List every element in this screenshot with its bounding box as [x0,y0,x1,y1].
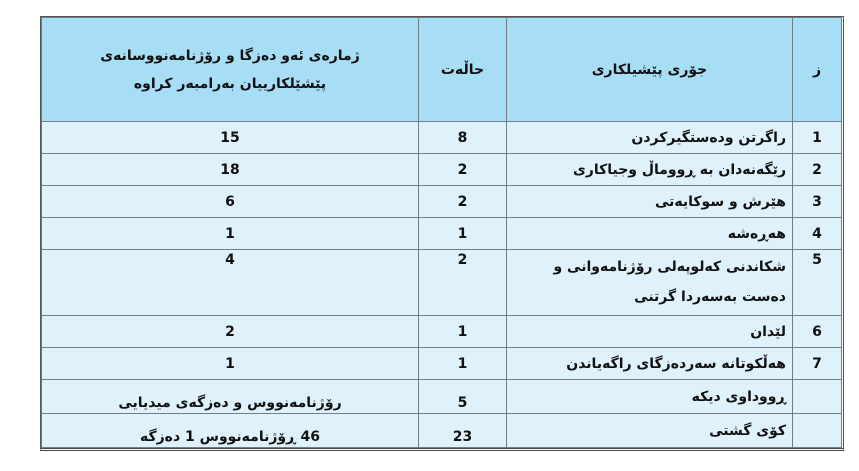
violations-table-container: ز جۆری پێشیلکاری حاڵەت ژمارەی ئەو دەزگا … [40,16,844,451]
cell-count: 6 [41,185,419,218]
table-row: 1 راگرتن ودەستگیرکردن 8 15 [41,121,842,154]
header-cases: حاڵەت [418,17,507,122]
violations-table: ز جۆری پێشیلکاری حاڵەت ژمارەی ئەو دەزگا … [41,17,842,448]
cell-type: هەڕەشە [506,217,793,250]
cell-cases: 8 [418,121,507,154]
cell-type: هەڵکوتانە سەردەزگای راگەیاندن [506,347,793,380]
header-count: ژمارەی ئەو دەزگا و رۆژنامەنووسانەی پێشێل… [41,17,419,122]
cell-type: راگرتن ودەستگیرکردن [506,121,793,154]
cell-index: 1 [792,121,842,154]
cell-count: 2 [41,315,419,348]
cell-cases: 1 [418,217,507,250]
cell-index: 7 [792,347,842,380]
cell-type: رێگەنەدان بە ڕووماڵ وجیاکاری [506,153,793,186]
cell-cases: 2 [418,185,507,218]
cell-type: ڕووداوی دیکە [506,379,793,414]
cell-cases: 2 [418,153,507,186]
header-type: جۆری پێشیلکاری [506,17,793,122]
cell-count: 1 [41,347,419,380]
cell-index: 6 [792,315,842,348]
table-row: ڕووداوی دیکە 5 رۆژنامەنووس و دەزگەی میدیای… [41,379,842,414]
cell-count: 18 [41,153,419,186]
cell-cases: 1 [418,347,507,380]
cell-count: 1 [41,217,419,250]
cell-index: 3 [792,185,842,218]
cell-index: 4 [792,217,842,250]
cell-type: لێدان [506,315,793,348]
cell-type: کۆی گشتی [506,413,793,448]
header-row: ز جۆری پێشیلکاری حاڵەت ژمارەی ئەو دەزگا … [41,17,842,122]
cell-cases: 5 [418,379,507,414]
cell-index: 2 [792,153,842,186]
cell-cases: 1 [418,315,507,348]
cell-cases: 23 [418,413,507,448]
cell-count: 15 [41,121,419,154]
table-row: 2 رێگەنەدان بە ڕووماڵ وجیاکاری 2 18 [41,153,842,186]
header-index: ز [792,17,842,122]
cell-cases: 2 [418,249,507,316]
table-row: 7 هەڵکوتانە سەردەزگای راگەیاندن 1 1 [41,347,842,380]
cell-type: شکاندنی کەلوپەلی رۆژنامەوانی و دەست بەسە… [506,249,793,316]
table-row: 6 لێدان 1 2 [41,315,842,348]
table-row: 3 هێرش و سوکایەتی 2 6 [41,185,842,218]
cell-count: 4 [41,249,419,316]
table-row: کۆی گشتی 23 46 ڕۆژنامەنووس 1 دەزگە [41,413,842,448]
table-row: 4 هەڕەشە 1 1 [41,217,842,250]
cell-count: رۆژنامەنووس و دەزگەی میدیایی [41,379,419,414]
cell-index [792,379,842,414]
table-row: 5 شکاندنی کەلوپەلی رۆژنامەوانی و دەست بەس… [41,249,842,316]
cell-index [792,413,842,448]
cell-index: 5 [792,249,842,316]
cell-type: هێرش و سوکایەتی [506,185,793,218]
cell-count: 46 ڕۆژنامەنووس 1 دەزگە [41,413,419,448]
